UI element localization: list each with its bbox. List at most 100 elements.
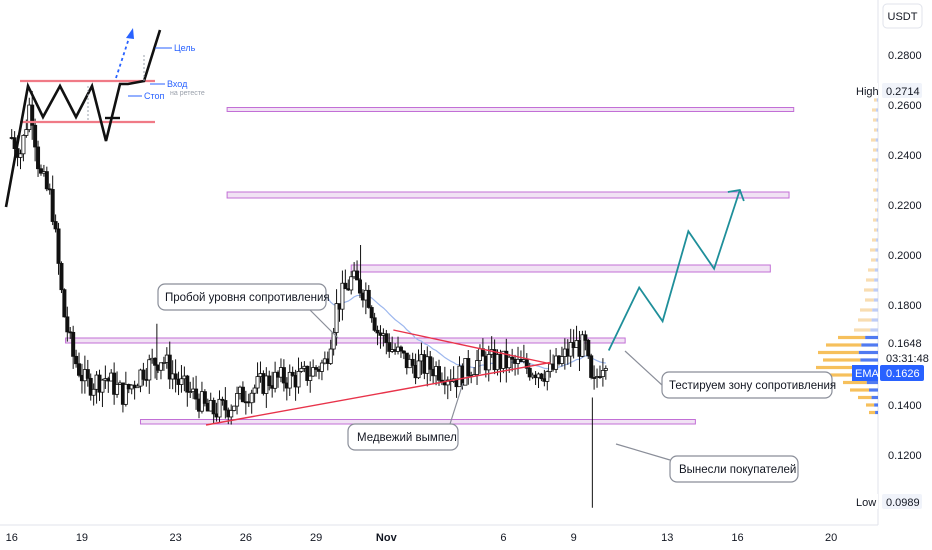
candle-body [158,362,163,371]
volume-bar [870,248,876,252]
candle-body [71,331,76,357]
candle-body [211,399,216,415]
candle-body [436,366,441,381]
candle-body [369,307,374,319]
volume-bar [872,158,877,162]
candle-body [589,355,594,378]
candle-body [357,279,362,294]
volume-bar [860,308,873,312]
candle-body [21,135,26,155]
candle-body [56,228,61,264]
volume-bar [876,218,878,222]
volume-bar [874,228,877,232]
volume-bar [871,138,876,142]
volume-bar [826,343,862,347]
label-entry-sub: на ретесте [170,90,205,97]
candle-body [308,375,313,381]
candle-body [545,371,550,382]
candle-body [387,342,392,352]
candle-body [319,362,324,372]
forecast-arrowhead [727,188,745,202]
price-tick-label: 0.2000 [888,250,922,262]
candle-body [167,354,172,380]
price-axis[interactable]: 0.2800 0.2600 0.2400 0.2200 0.2000 0.1800 0.16… [880,50,924,462]
annotation-bear-pennant[interactable]: Медвежий вымпел [347,423,459,451]
ema-tag [852,365,878,381]
candles [9,90,608,508]
candle-body [334,303,339,333]
volume-bar [874,168,877,172]
volume-bar [874,98,877,102]
candle-body [115,384,120,395]
volume-bar [876,108,878,112]
candle-body [314,367,319,370]
candle-body [328,348,333,364]
time-axis[interactable]: 16 19 23 26 29 Nov 6 9 13 16 20 [6,532,838,544]
candle-body [18,153,23,158]
price-tick-label: 0.2600 [888,100,922,112]
countdown: 03:31:48 [886,353,929,365]
volume-bar [865,335,878,340]
price-tick-bg [880,335,924,351]
resistance-zones [65,107,795,425]
currency-label: USDT [888,11,918,23]
time-tick-label: 19 [76,532,88,544]
low-label: Low [856,497,876,509]
candle-body [281,367,286,384]
candle-body [416,360,421,379]
annotation-breakout[interactable]: Пробой уровня сопротивления [157,283,330,311]
volume-bar [872,308,878,312]
annotation-testing-zone[interactable]: Тестируем зону сопротивления [661,371,836,399]
volume-bar [874,278,878,282]
volume-bar [874,268,878,272]
volume-bar [873,148,877,152]
candle-body [77,363,82,376]
label-stop: Стоп [144,91,165,101]
candle-body [153,357,158,366]
ema-label: EMA [855,368,880,380]
schematic-price-path [4,29,162,208]
candle-body [507,356,512,369]
candle-body [135,385,140,389]
candle-body [232,405,237,411]
candle-body [290,371,295,376]
volume-bar [876,148,878,152]
low-marker: Low 0.0989 [852,494,922,509]
volume-bar [854,328,871,332]
annotation-box [347,423,459,451]
annotation-leader [449,382,464,425]
candle-body [240,386,245,403]
volume-bar [866,403,875,407]
volume-bar [873,188,877,192]
candle-body [161,362,166,364]
volume-bar [871,318,878,322]
volume-bar [870,328,878,332]
annotation-text: Тестируем зону сопротивления [669,380,836,392]
time-tick-label: 9 [571,532,577,544]
volume-bar [876,228,878,232]
currency-button[interactable]: USDT [882,3,923,29]
candle-body [217,398,222,418]
candle-body [384,333,389,343]
candle-body [91,388,96,396]
annotation-text: Вынесли покупателей [679,464,796,476]
annotation-buyers-removed[interactable]: Вынесли покупателей [669,455,799,483]
volume-bar [871,258,876,262]
volume-bar [877,208,878,212]
label-target: Цель [174,43,196,53]
price-tick-label: 0.1400 [888,400,922,412]
volume-bar [838,335,866,340]
resistance-zone [226,191,790,199]
annotation-leader [309,309,339,339]
volume-bar [873,298,878,302]
candle-body [62,289,67,318]
volume-bar [877,178,878,182]
volume-bar [874,128,877,132]
candle-body [603,368,608,371]
candle-body [559,356,564,364]
candle-body [33,124,38,148]
candle-body [445,379,450,386]
price-tick-label: 0.2200 [888,200,922,212]
candle-body [343,282,348,290]
